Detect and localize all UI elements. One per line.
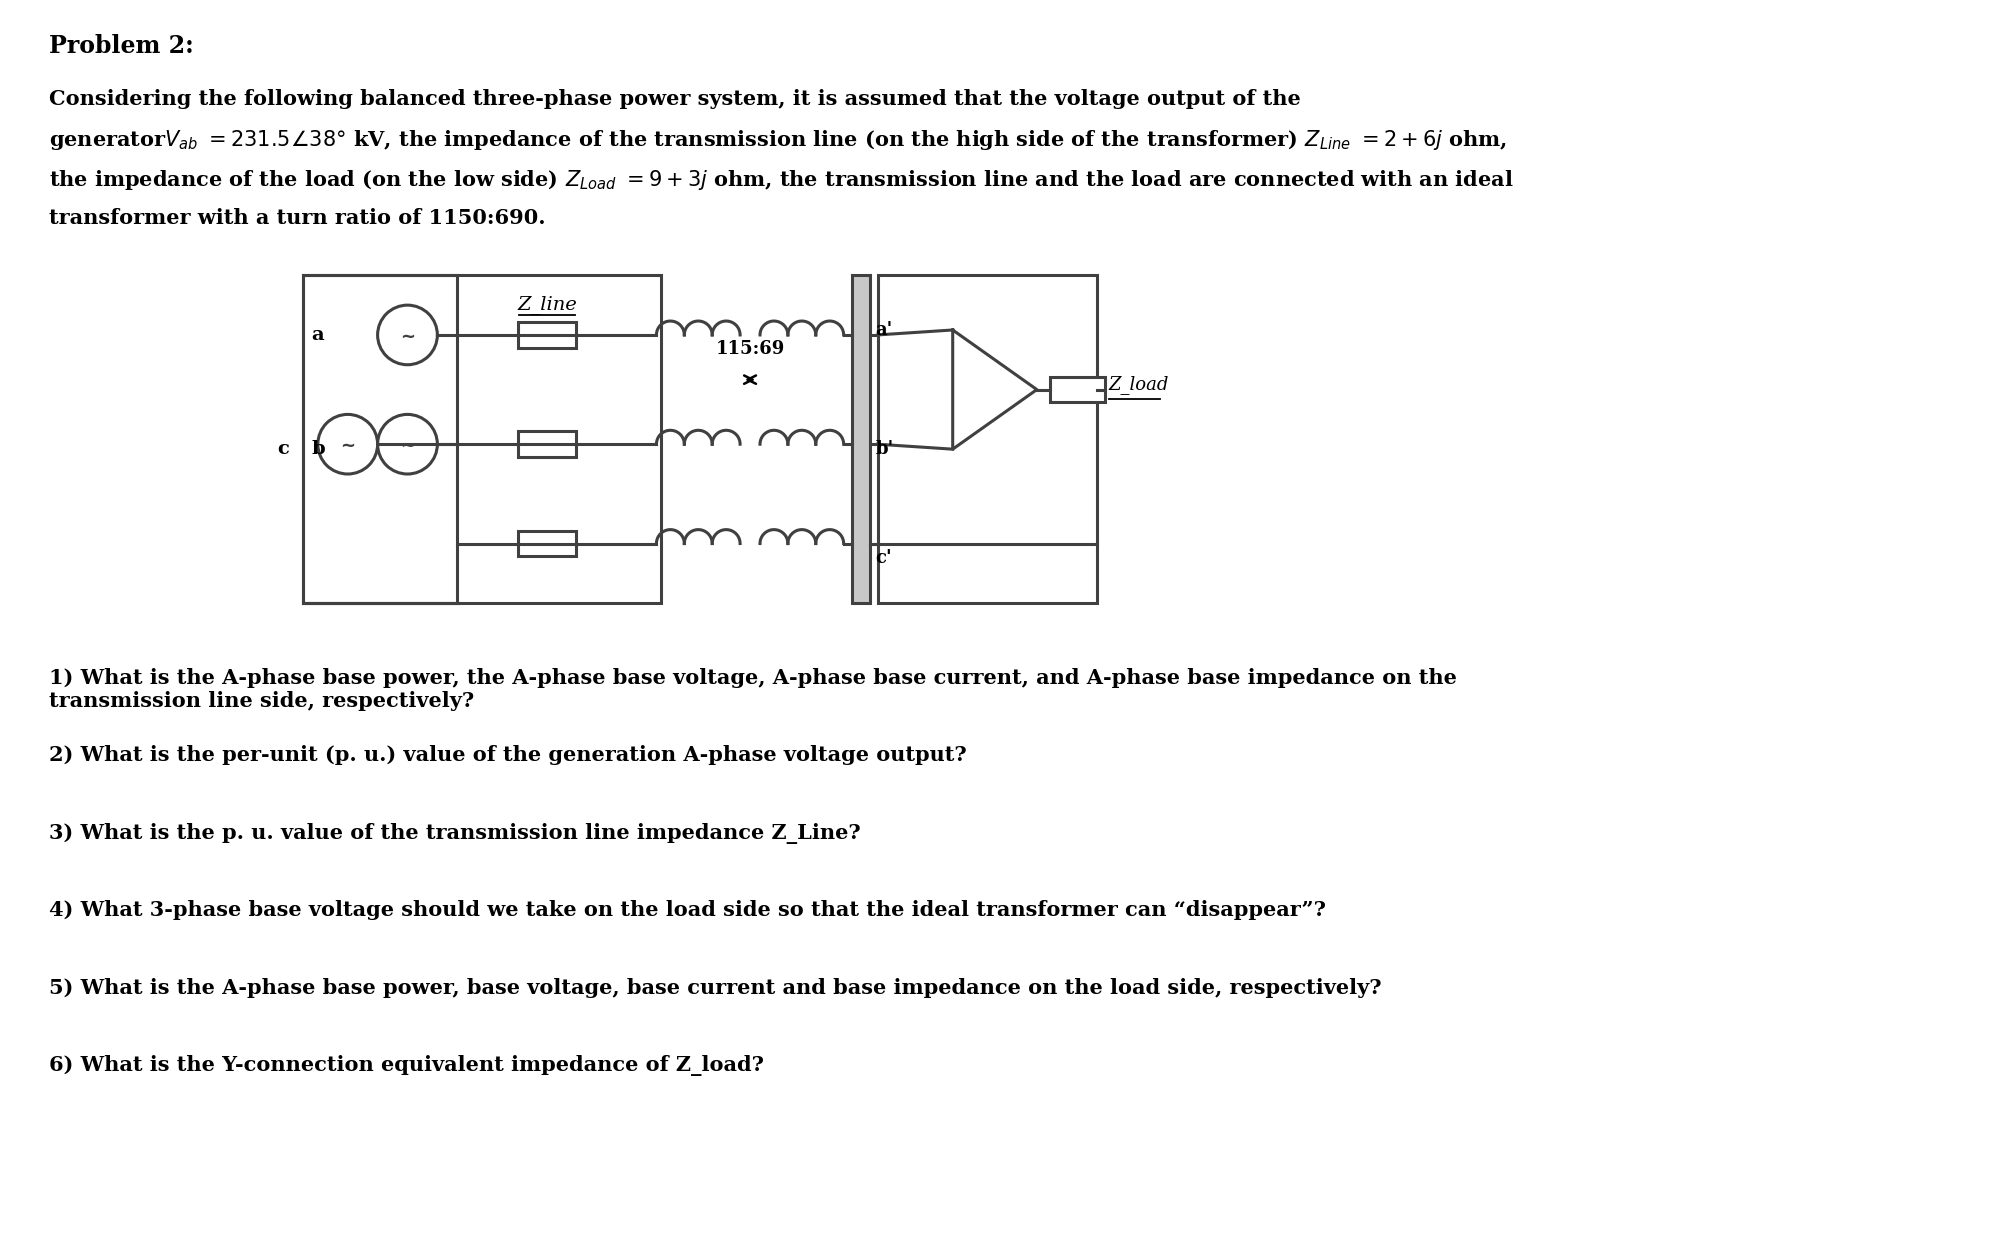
- Text: ~: ~: [341, 437, 355, 455]
- Text: generator$V_{ab}$ $= 231.5\angle38°$ kV, the impedance of the transmission line : generator$V_{ab}$ $= 231.5\angle38°$ kV,…: [48, 128, 1507, 152]
- Text: c: c: [277, 440, 289, 459]
- Bar: [878, 275, 1096, 603]
- Bar: [517, 431, 575, 457]
- Bar: [1050, 376, 1104, 402]
- Text: 1) What is the A-phase base power, the A-phase base voltage, A-phase base curren: 1) What is the A-phase base power, the A…: [48, 668, 1457, 711]
- Text: 4) What 3-phase base voltage should we take on the load side so that the ideal t: 4) What 3-phase base voltage should we t…: [48, 900, 1327, 920]
- Text: 3) What is the p. u. value of the transmission line impedance Z_Line?: 3) What is the p. u. value of the transm…: [48, 822, 862, 844]
- Text: 5) What is the A-phase base power, base voltage, base current and base impedance: 5) What is the A-phase base power, base …: [48, 978, 1381, 998]
- Bar: [517, 531, 575, 557]
- Bar: [852, 275, 870, 603]
- Text: Considering the following balanced three-phase power system, it is assumed that : Considering the following balanced three…: [48, 88, 1301, 108]
- Bar: [303, 275, 457, 603]
- Text: a: a: [311, 326, 325, 344]
- Text: 115:69: 115:69: [715, 340, 786, 358]
- Text: transformer with a turn ratio of 1150:690.: transformer with a turn ratio of 1150:69…: [48, 208, 545, 228]
- Bar: [303, 275, 661, 603]
- Text: ~: ~: [401, 437, 415, 455]
- Text: ~: ~: [401, 328, 415, 346]
- Text: Problem 2:: Problem 2:: [48, 34, 194, 59]
- Text: Z_line: Z_line: [517, 295, 577, 314]
- Text: the impedance of the load (on the low side) $Z_{Load}$ $=9+3j$ ohm, the transmis: the impedance of the load (on the low si…: [48, 168, 1513, 192]
- Text: Z_load: Z_load: [1108, 375, 1168, 394]
- Text: a': a': [876, 321, 892, 339]
- Text: b': b': [876, 440, 894, 459]
- Bar: [517, 321, 575, 348]
- Text: b: b: [311, 440, 325, 459]
- Text: 6) What is the Y-connection equivalent impedance of Z_load?: 6) What is the Y-connection equivalent i…: [48, 1055, 764, 1077]
- Text: 2) What is the per-unit (p. u.) value of the generation A-phase voltage output?: 2) What is the per-unit (p. u.) value of…: [48, 745, 966, 765]
- Text: c': c': [876, 549, 892, 567]
